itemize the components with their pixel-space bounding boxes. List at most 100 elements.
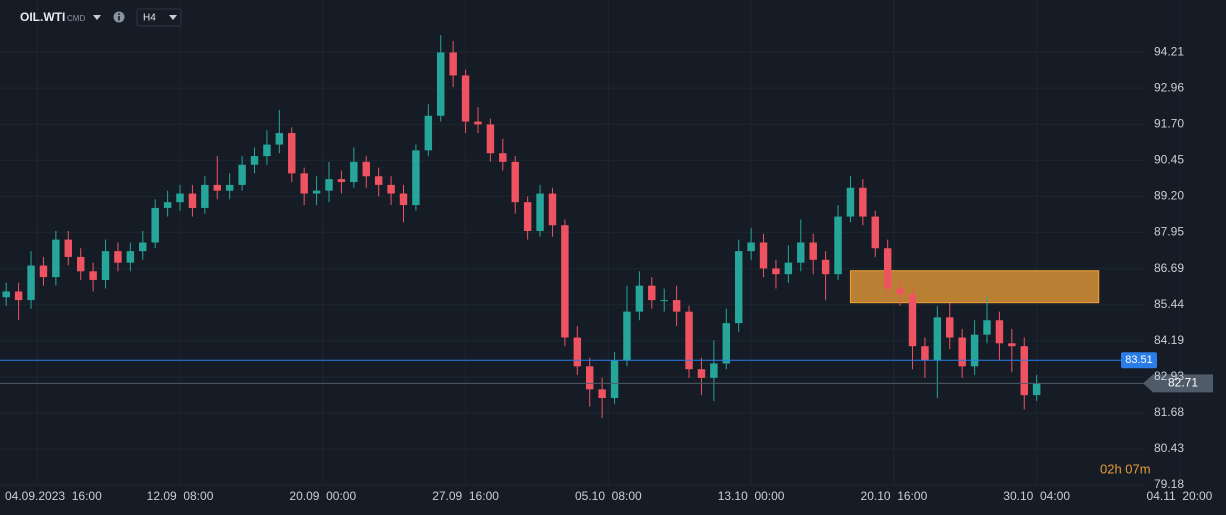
candle-body [300, 173, 308, 194]
candle-body [64, 239, 73, 257]
candle-body [523, 202, 532, 231]
candle-body [834, 216, 842, 275]
candle-body [1032, 383, 1041, 396]
x-tick-label: 27.09 16:00 [432, 489, 499, 503]
x-tick-label: 20.10 16:00 [861, 489, 928, 503]
candle-body [2, 291, 10, 298]
candle-body [623, 311, 631, 361]
candle-body [89, 271, 97, 280]
candle-body [660, 300, 668, 302]
plot-area [2, 35, 1100, 419]
candle-body [39, 265, 48, 278]
candle-body [784, 262, 793, 275]
candle-body [412, 150, 420, 206]
candle-body [772, 268, 780, 275]
toolbar: OIL.WTI CMD H4 [20, 8, 182, 27]
candle-body [201, 184, 209, 208]
y-tick-label: 81.68 [1154, 405, 1184, 419]
x-tick-label: 13.10 00:00 [718, 489, 785, 503]
candle-body [548, 193, 557, 226]
candle-body [598, 389, 606, 399]
x-tick-label: 30.10 04:00 [1003, 489, 1070, 503]
candle-body [573, 337, 582, 367]
y-tick-label: 84.19 [1154, 333, 1184, 347]
candle-body [821, 259, 830, 275]
candle-body [921, 346, 929, 361]
y-tick-label: 79.18 [1154, 477, 1184, 491]
candle-body [337, 179, 346, 183]
candle-body [1020, 346, 1028, 396]
candle-body [312, 190, 321, 194]
candle-body [474, 121, 482, 125]
candle-body [970, 334, 979, 367]
y-tick-label: 94.21 [1154, 44, 1184, 58]
candle-body [883, 248, 892, 289]
x-tick-label: 04.09.2023 16:00 [5, 489, 102, 503]
candle-body [734, 251, 743, 324]
candle-body [14, 291, 23, 301]
y-tick-label: 91.70 [1154, 117, 1184, 131]
candle-body [424, 115, 433, 151]
info-icon-stem [118, 16, 120, 21]
symbol[interactable]: OIL.WTI [20, 10, 65, 24]
candle-body [635, 285, 644, 312]
candle-body [585, 366, 594, 390]
candle-body [176, 193, 184, 203]
candle-body [809, 242, 817, 260]
grid [0, 0, 1180, 486]
candle-body [399, 193, 408, 206]
timeframe: H4 [143, 13, 156, 24]
candle-body [672, 300, 681, 312]
y-tick-label: 87.95 [1154, 225, 1184, 239]
y-tick-label: 85.44 [1154, 297, 1184, 311]
candle-body [933, 317, 942, 361]
candle-body [362, 161, 370, 177]
candle-body [499, 153, 507, 162]
timeframe-dropdown[interactable] [169, 15, 177, 20]
y-tick-label: 89.20 [1154, 189, 1184, 203]
candle-body [374, 176, 383, 185]
candle-body [958, 337, 966, 367]
candle-body [511, 161, 519, 203]
candle-body [350, 161, 358, 183]
candle-body [648, 285, 656, 301]
candle-body [225, 184, 234, 191]
x-tick-label: 20.09 00:00 [289, 489, 356, 503]
candle-body [263, 144, 271, 157]
candle-body [759, 242, 768, 269]
timeframe-select[interactable] [136, 8, 182, 27]
x-tick-label: 05.10 08:00 [575, 489, 642, 503]
symbol-dropdown[interactable] [93, 15, 101, 20]
candle-body [685, 311, 693, 370]
candle-body [188, 193, 197, 208]
info-icon-dot [118, 13, 120, 15]
candle-body [896, 288, 904, 295]
candle-body [859, 187, 867, 217]
candle-body [610, 360, 619, 399]
zone [849, 270, 1100, 304]
candle-body [710, 363, 718, 378]
y-tick-label: 82.93 [1154, 369, 1184, 383]
candle-body [995, 320, 1004, 344]
candle-body [946, 317, 954, 338]
candle-body [561, 225, 569, 338]
candle-body [486, 124, 495, 154]
candle-body [325, 179, 333, 191]
x-tick-label: 04.11 20:00 [1147, 489, 1213, 503]
price-label-box [1143, 374, 1213, 393]
candle-body [846, 187, 855, 217]
candle-body [461, 75, 470, 122]
candle-body [238, 164, 246, 185]
candle-body [52, 239, 60, 278]
candle-body [76, 256, 85, 272]
candle-body [871, 216, 879, 249]
candle-body [536, 193, 544, 231]
candle-body [275, 133, 284, 145]
candle-body [250, 156, 259, 165]
y-tick-label: 80.43 [1154, 441, 1184, 455]
y-tick-label: 90.45 [1154, 153, 1184, 167]
candle-body [163, 202, 172, 208]
overlay: 83.51 82.71 02h 07m [0, 352, 1213, 476]
